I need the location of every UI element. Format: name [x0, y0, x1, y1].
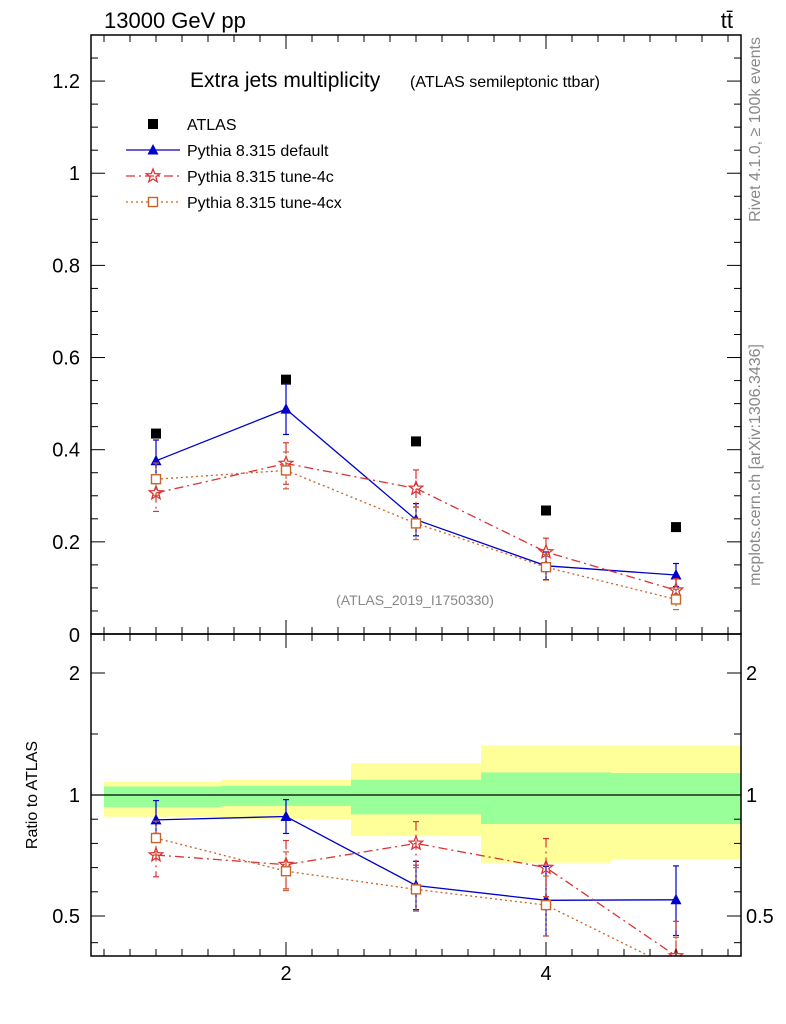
- ratio-point: [672, 965, 681, 974]
- main-point: [670, 594, 682, 605]
- legend-label: ATLAS: [187, 117, 237, 134]
- main-point: [410, 518, 422, 529]
- main-series: [147, 374, 685, 611]
- ratio-point: [407, 834, 425, 851]
- ratio-band-inner: [351, 779, 481, 815]
- legend-entry: ATLAS: [148, 117, 237, 134]
- ratio-point: [280, 810, 292, 822]
- mcplots-label: mcplots.cern.ch [arXiv:1306.3436]: [747, 344, 764, 586]
- ratio-ytick-labels: 0.5 0.5 1 1 2 2: [52, 663, 774, 928]
- ratio-axis-ticks: [91, 634, 741, 956]
- ratio-point: [147, 846, 165, 863]
- legend-entry: Pythia 8.315 default: [126, 143, 329, 160]
- legend-entry: Pythia 8.315 tune-4c: [126, 167, 334, 186]
- ratio-point: [280, 866, 292, 877]
- ratio-xtick-label: 2: [280, 963, 291, 985]
- ratio-ytick-label-right: 1: [746, 785, 757, 807]
- main-bottom-tick-label: 0: [69, 625, 80, 647]
- main-point: [541, 505, 551, 516]
- main-series-pythia-8-315-tune-4cx: [150, 451, 682, 611]
- plot-title: Extra jets multiplicity: [190, 69, 381, 92]
- main-series-atlas: [151, 374, 681, 533]
- legend-marker: [144, 167, 162, 184]
- main-ytick-label: 0.4: [52, 440, 80, 462]
- main-point: [281, 374, 291, 385]
- legend-marker: [147, 144, 159, 155]
- main-ytick-label: 1.2: [52, 71, 80, 93]
- main-point: [407, 479, 425, 496]
- ratio-band-inner: [221, 785, 351, 806]
- rivet-label: Rivet 4.1.0, ≥ 100k events: [747, 37, 764, 222]
- ratio-point: [150, 832, 162, 844]
- legend-label: Pythia 8.315 tune-4c: [187, 169, 334, 186]
- ratio-ytick-label: 2: [69, 663, 80, 685]
- ratio-ytick-label-right: 0.5: [746, 906, 774, 928]
- main-point: [667, 581, 685, 598]
- ratio-point: [537, 858, 555, 875]
- main-axis-ticks: [91, 35, 741, 634]
- ratio-ytick-label: 0.5: [52, 906, 80, 928]
- main-point: [671, 522, 681, 533]
- ratio-series: [147, 798, 685, 974]
- main-point: [147, 484, 165, 501]
- ratio-ytick-label-right: 2: [746, 663, 757, 685]
- ratio-ytick-label: 1: [69, 785, 80, 807]
- legend-marker: [148, 119, 158, 129]
- legend-label: Pythia 8.315 tune-4cx: [187, 195, 342, 212]
- main-point: [280, 403, 292, 414]
- energy-label: 13000 GeV pp: [104, 8, 246, 33]
- main-point: [151, 428, 161, 439]
- ratio-point: [670, 893, 682, 905]
- legend-entry: Pythia 8.315 tune-4cx: [126, 195, 342, 212]
- ratio-point: [667, 947, 685, 956]
- main-plot: 0.2 0.4 0.6 0.8 1 1.2 0 Extra jets multiplici…: [52, 34, 742, 647]
- ratio-band-inner: [611, 773, 741, 825]
- process-label: tt̄: [721, 8, 733, 33]
- main-ytick-label: 0.8: [52, 255, 80, 277]
- ratio-point: [540, 899, 552, 911]
- plot-subtitle: (ATLAS semileptonic ttbar): [410, 74, 600, 91]
- main-series-pythia-8-315-default: [150, 383, 682, 588]
- main-point: [280, 465, 292, 476]
- legend-marker: [147, 196, 159, 208]
- ratio-series-pythia-8-315-tune-4cx: [150, 820, 681, 974]
- legend: ATLAS Pythia 8.315 default Pythia 8.315 tu…: [126, 117, 342, 212]
- ratio-ylabel: Ratio to ATLAS: [24, 741, 41, 849]
- ratio-xtick-label: 4: [540, 963, 551, 985]
- main-point: [411, 436, 421, 447]
- analysis-watermark: (ATLAS_2019_I1750330): [336, 592, 494, 608]
- ratio-uncertainty-bands: [104, 745, 741, 863]
- main-point: [540, 561, 552, 573]
- main-point: [150, 473, 162, 485]
- main-ytick-label: 0.2: [52, 532, 80, 554]
- main-ytick-labels: 0.2 0.4 0.6 0.8 1 1.2: [52, 71, 80, 554]
- legend-label: Pythia 8.315 default: [187, 143, 329, 160]
- ratio-point: [150, 813, 162, 825]
- main-ytick-label: 1: [69, 163, 80, 185]
- main-ytick-label: 0.6: [52, 348, 80, 370]
- main-point: [670, 569, 682, 580]
- ratio-band-inner: [481, 772, 611, 825]
- ratio-point: [410, 884, 422, 895]
- ratio-frame: [90, 633, 742, 957]
- ratio-band-inner: [104, 786, 221, 808]
